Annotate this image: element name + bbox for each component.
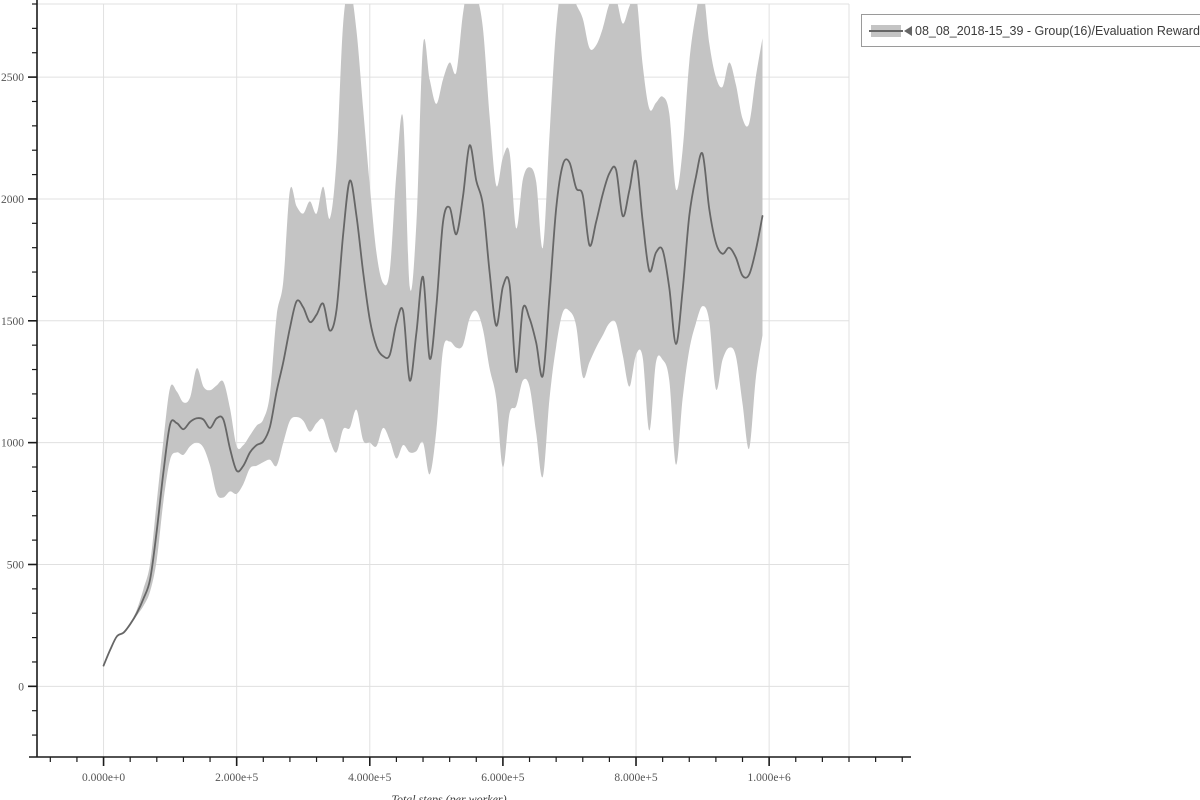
y-tick-label: 0 bbox=[18, 681, 24, 693]
x-tick-label: 8.000e+5 bbox=[614, 772, 657, 784]
y-tick-label: 2500 bbox=[1, 72, 24, 84]
legend-entry[interactable]: 08_08_2018-15_39 - Group(16)/Evaluation … bbox=[862, 15, 1200, 46]
axis-tick-labels: 0 500 1000 1500 2000 2500 0.000e+0 2.000e+5 4.00… bbox=[1, 72, 791, 784]
chart-legend[interactable]: 08_08_2018-15_39 - Group(16)/Evaluation … bbox=[861, 14, 1200, 47]
legend-swatch-icon bbox=[869, 23, 903, 39]
y-tick-label: 1000 bbox=[1, 438, 24, 450]
x-tick-label: 2.000e+5 bbox=[215, 772, 258, 784]
y-tick-label: 2000 bbox=[1, 194, 24, 206]
legend-label: 08_08_2018-15_39 - Group(16)/Evaluation … bbox=[915, 23, 1200, 38]
legend-line-swatch bbox=[869, 29, 903, 32]
mean-line bbox=[102, 144, 764, 667]
x-tick-label: 1.000e+6 bbox=[748, 772, 791, 784]
x-tick-label: 6.000e+5 bbox=[481, 772, 524, 784]
y-tick-label: 500 bbox=[7, 559, 25, 571]
y-tick-label: 1500 bbox=[1, 316, 24, 328]
left-triangle-marker-icon bbox=[904, 25, 912, 36]
x-tick-label: 4.000e+5 bbox=[348, 772, 391, 784]
x-axis-title: Total steps (per worker) bbox=[391, 792, 506, 800]
axis-ticks bbox=[28, 3, 903, 766]
uncertainty-band bbox=[103, 4, 763, 666]
x-tick-label: 0.000e+0 bbox=[82, 772, 125, 784]
